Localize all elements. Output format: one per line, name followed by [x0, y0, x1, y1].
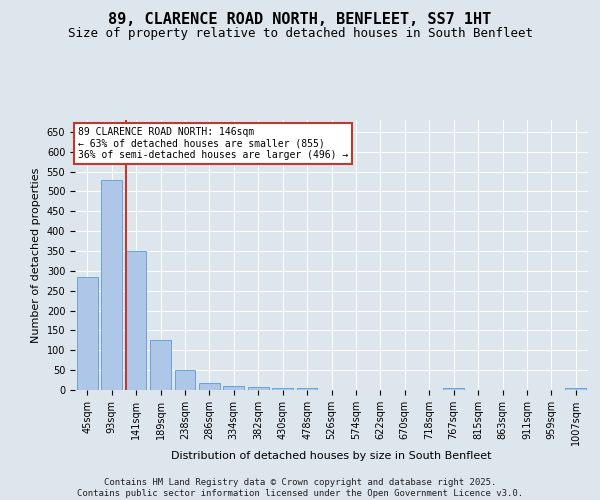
- Bar: [199, 383, 220, 390]
- Bar: [296, 388, 317, 390]
- Bar: [150, 340, 171, 390]
- Text: Size of property relative to detached houses in South Benfleet: Size of property relative to detached ho…: [67, 28, 533, 40]
- Bar: [272, 388, 293, 390]
- Bar: [125, 251, 146, 390]
- Y-axis label: Number of detached properties: Number of detached properties: [31, 168, 41, 342]
- Text: 89, CLARENCE ROAD NORTH, BENFLEET, SS7 1HT: 89, CLARENCE ROAD NORTH, BENFLEET, SS7 1…: [109, 12, 491, 28]
- Bar: [101, 180, 122, 390]
- Text: 89 CLARENCE ROAD NORTH: 146sqm
← 63% of detached houses are smaller (855)
36% of: 89 CLARENCE ROAD NORTH: 146sqm ← 63% of …: [77, 126, 348, 160]
- Text: Contains HM Land Registry data © Crown copyright and database right 2025.
Contai: Contains HM Land Registry data © Crown c…: [77, 478, 523, 498]
- Bar: [175, 370, 196, 390]
- Bar: [248, 387, 269, 390]
- Bar: [565, 388, 586, 390]
- Bar: [77, 277, 98, 390]
- Bar: [223, 386, 244, 390]
- Bar: [443, 388, 464, 390]
- X-axis label: Distribution of detached houses by size in South Benfleet: Distribution of detached houses by size …: [171, 450, 492, 460]
